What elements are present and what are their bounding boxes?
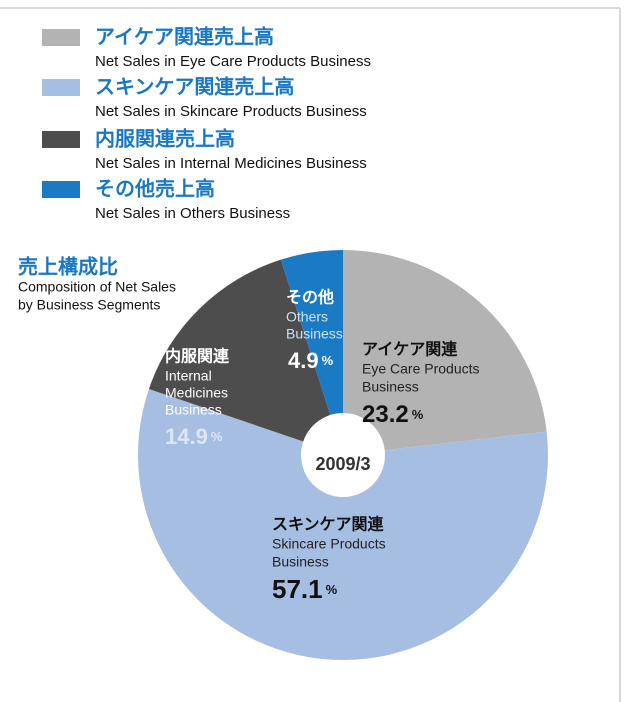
legend-swatch — [42, 29, 80, 46]
center-label: 2009/3 — [315, 454, 370, 474]
slice-value: 23.2% — [362, 401, 424, 428]
value-number: 57.1 — [272, 574, 323, 604]
legend-label: その他売上高 — [95, 177, 215, 201]
legend-swatch — [42, 79, 80, 96]
pie-slice — [343, 250, 547, 455]
chart-subtitle: Composition of Net Sales — [18, 279, 176, 295]
legend: アイケア関連売上高 Net Sales in Eye Care Products … — [42, 25, 371, 222]
slice-description: Others — [286, 309, 328, 325]
slice-description: Skincare Products — [272, 536, 386, 552]
slice-description: Business — [272, 554, 329, 570]
pie-slice — [280, 250, 343, 455]
slice-value: 57.1% — [272, 574, 338, 604]
value-unit: % — [322, 353, 334, 368]
pie: 2009/3 — [138, 250, 549, 660]
value-unit: % — [326, 582, 338, 597]
legend-label: 内服関連売上高 — [95, 127, 235, 151]
legend-description: Net Sales in Others Business — [95, 205, 290, 222]
legend-label: スキンケア関連売上高 — [95, 75, 294, 99]
slice-name: スキンケア関連 — [272, 515, 385, 534]
slice-description: Business — [362, 379, 419, 395]
legend-description: Net Sales in Eye Care Products Business — [95, 53, 371, 70]
slice-labels: アイケア関連 Eye Care Products Business 23.2 % スキンケ… — [165, 288, 480, 604]
slice-name: 内服関連 — [165, 347, 230, 366]
slice-name: アイケア関連 — [362, 340, 458, 359]
slice-value: 4.9% — [288, 348, 334, 373]
slice-value: 14.9% — [165, 424, 223, 449]
legend-swatch — [42, 131, 80, 148]
slice-name: その他 — [286, 288, 334, 307]
donut-hole — [301, 413, 385, 497]
slice-description: Medicines — [165, 385, 228, 401]
legend-swatch — [42, 181, 80, 198]
value-unit: % — [211, 429, 223, 444]
value-number: 4.9 — [288, 348, 319, 373]
slice-description: Internal — [165, 368, 212, 384]
value-unit: % — [412, 407, 424, 422]
pie-slice — [148, 259, 343, 455]
slice-description: Business — [165, 402, 222, 418]
chart-title: 売上構成比 — [18, 255, 118, 279]
legend-description: Net Sales in Internal Medicines Business — [95, 155, 367, 172]
legend-label: アイケア関連売上高 — [95, 25, 274, 49]
legend-description: Net Sales in Skincare Products Business — [95, 103, 367, 120]
value-number: 14.9 — [165, 424, 208, 449]
value-number: 23.2 — [362, 401, 409, 428]
chart-subtitle: by Business Segments — [18, 297, 160, 313]
pie-slice — [138, 388, 549, 660]
slice-description: Business — [286, 326, 343, 342]
slice-description: Eye Care Products — [362, 361, 480, 377]
